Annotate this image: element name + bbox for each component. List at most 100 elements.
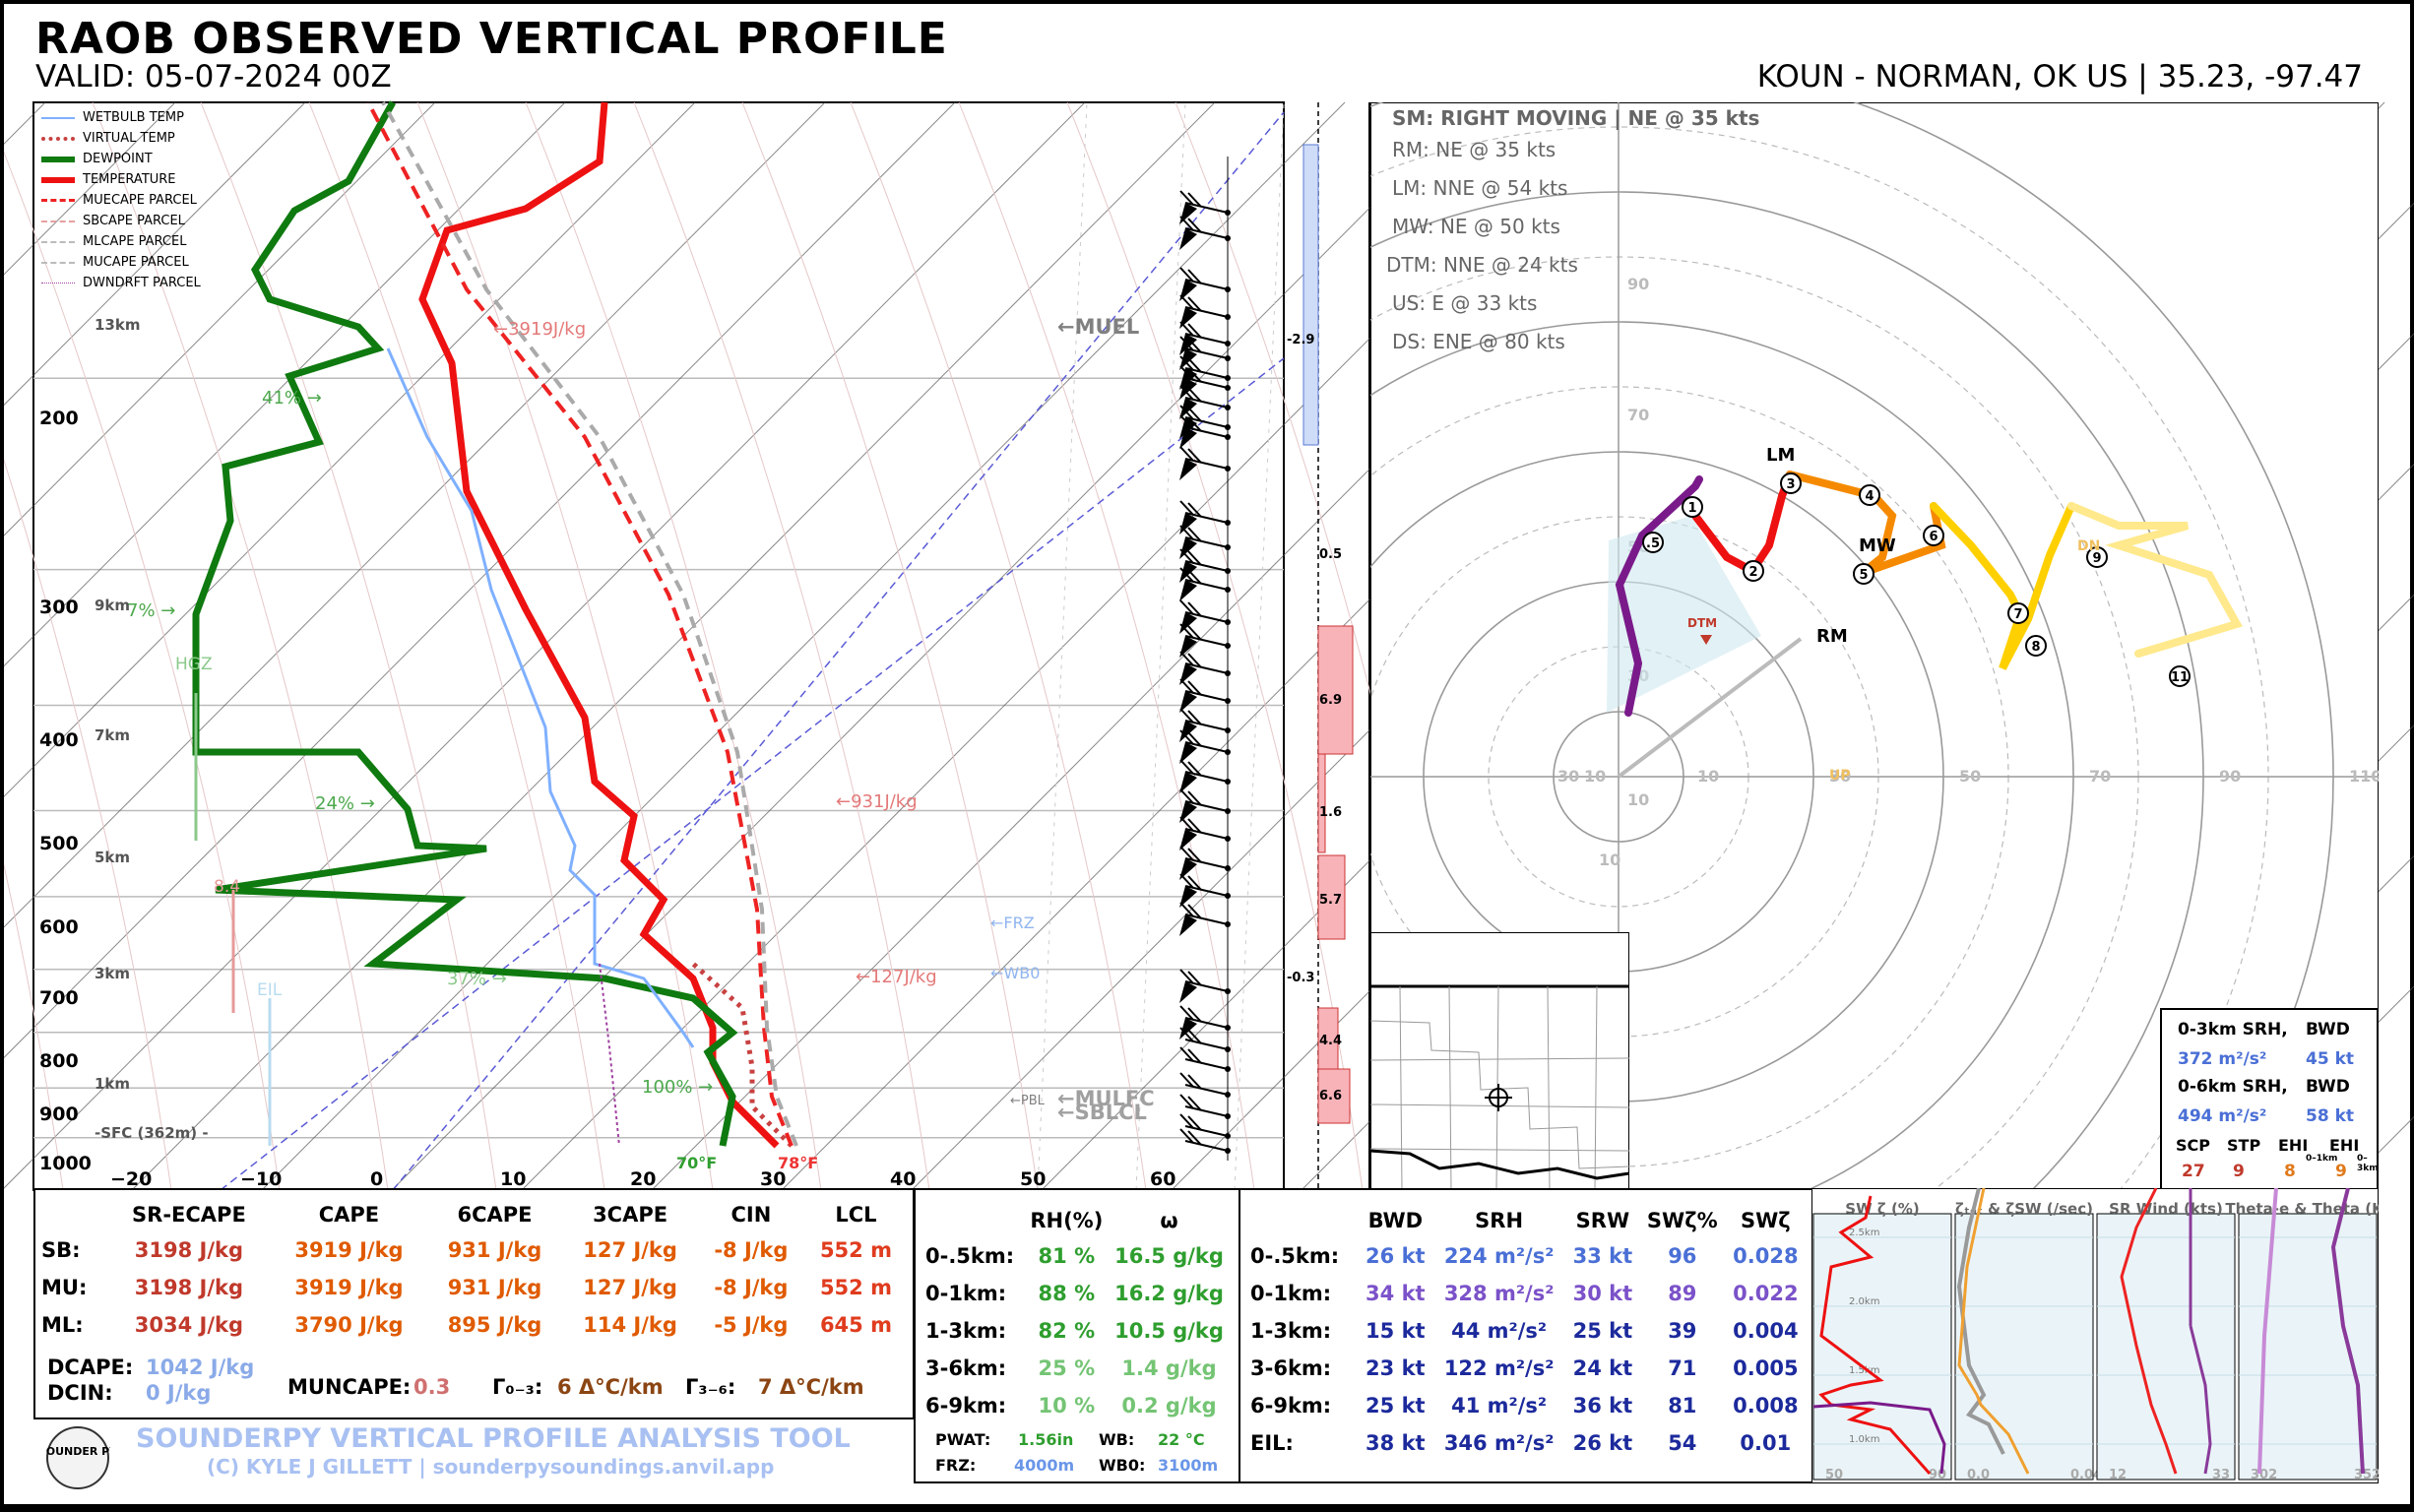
table-cell: 3919 J/kg bbox=[294, 1238, 404, 1262]
table-row: ML: 3034 J/kg 3790 J/kg 895 J/kg 114 J/kg -5 … bbox=[41, 1306, 908, 1344]
table-cell: 122 m²/s² bbox=[1443, 1356, 1555, 1380]
table-cell: 0.004 bbox=[1733, 1319, 1799, 1343]
theta-trace bbox=[2257, 1188, 2278, 1475]
legend-label: MUCAPE PARCEL bbox=[83, 255, 189, 270]
table-header: LCL bbox=[835, 1203, 877, 1227]
sm-lm: LM: NNE @ 54 kts bbox=[1392, 176, 1568, 200]
table-row: 1-3km: 82 % 10.5 g/kg bbox=[925, 1312, 1231, 1350]
moisture-table-panel: RH(%) ω 0-.5km: 81 % 16.5 g/kg 0-1km: 88 % 16.… bbox=[914, 1188, 1240, 1483]
hodo-axis-label: 30 bbox=[1829, 767, 1851, 786]
mini-plot-tick: 352 bbox=[2354, 1468, 2379, 1482]
table-cell: 10 % bbox=[1038, 1394, 1096, 1418]
legend-item: WETBULB TEMP bbox=[41, 107, 214, 128]
dewpoint-trace bbox=[192, 100, 738, 1147]
legend-swatch bbox=[41, 283, 75, 284]
table-cell: 1-3km: bbox=[1250, 1319, 1332, 1343]
legend-item: VIRTUAL TEMP bbox=[41, 128, 214, 149]
lapse-rate-value: 4.4 bbox=[1319, 1034, 1343, 1048]
srh-h2: 0-6km SRH, bbox=[2178, 1077, 2288, 1097]
table-cell: 89 bbox=[1668, 1282, 1697, 1305]
table-cell: 10.5 g/kg bbox=[1114, 1319, 1224, 1343]
table-cell: -5 J/kg bbox=[714, 1313, 789, 1337]
table-cell: 26 kt bbox=[1572, 1431, 1633, 1455]
table-cell: 346 m²/s² bbox=[1443, 1431, 1555, 1455]
table-header bbox=[1250, 1204, 1359, 1237]
temperature-tick: 50 bbox=[1020, 1168, 1047, 1190]
height-label: 13km bbox=[95, 316, 141, 334]
thermo-table: SR-ECAPE CAPE 6CAPE 3CAPE CIN LCL SB: 3198 J/k… bbox=[41, 1198, 908, 1344]
mini-height-label: 2.0km bbox=[1849, 1296, 1879, 1307]
hodo-marker-label: MW bbox=[1859, 536, 1896, 556]
table-cell: 3034 J/kg bbox=[134, 1313, 244, 1337]
table-cell: 96 bbox=[1668, 1244, 1697, 1268]
gamma03-label: Γ₀₋₃: bbox=[492, 1375, 543, 1399]
temperature-trace bbox=[418, 101, 780, 1149]
rh-100-label: 100% → bbox=[642, 1077, 714, 1098]
table-row: 0-1km: 88 % 16.2 g/kg bbox=[925, 1275, 1231, 1312]
table-cell: 41 m²/s² bbox=[1451, 1394, 1548, 1418]
cape-3-label: ←127J/kg bbox=[856, 967, 937, 987]
legend-item: MLCAPE PARCEL bbox=[41, 231, 214, 252]
wb-value: 22 °C bbox=[1158, 1430, 1205, 1449]
svg-text:1: 1 bbox=[1687, 501, 1696, 516]
svg-text:6: 6 bbox=[1929, 530, 1938, 544]
wind-barb bbox=[1179, 1005, 1231, 1040]
svg-text:9: 9 bbox=[2092, 551, 2101, 566]
frz-table-label: FRZ: bbox=[935, 1456, 977, 1475]
table-cell: 931 J/kg bbox=[447, 1276, 542, 1299]
wind-barb bbox=[1179, 567, 1231, 601]
thermo-table-panel: SR-ECAPE CAPE 6CAPE 3CAPE CIN LCL SB: 3198 J/k… bbox=[33, 1188, 915, 1419]
mini-plot-tick: 302 bbox=[2251, 1468, 2277, 1482]
pressure-tick: 400 bbox=[39, 729, 79, 751]
legend-swatch bbox=[41, 136, 75, 141]
sr-wind-trace bbox=[2120, 1188, 2178, 1475]
table-cell: 82 % bbox=[1038, 1319, 1096, 1343]
svg-text:.5: .5 bbox=[1646, 536, 1660, 551]
swz-trace bbox=[1818, 1195, 1932, 1475]
table-cell: ML: bbox=[41, 1313, 84, 1337]
hodo-height-marker: 2 bbox=[1743, 560, 1764, 582]
table-cell: 25 % bbox=[1038, 1356, 1096, 1380]
valid-time: VALID: 05-07-2024 00Z bbox=[35, 59, 392, 94]
mucape-parcel-trace bbox=[366, 101, 794, 1147]
muel-label: ←MUEL bbox=[1057, 315, 1140, 339]
table-cell: 33 kt bbox=[1572, 1244, 1633, 1268]
wb-label: WB: bbox=[1099, 1430, 1135, 1449]
hodo-height-marker: 3 bbox=[1780, 472, 1802, 494]
table-cell: 38 kt bbox=[1366, 1431, 1426, 1455]
table-header: CAPE bbox=[318, 1203, 380, 1227]
skewt-svg bbox=[4, 100, 2414, 1191]
table-header: SWζ% bbox=[1646, 1209, 1718, 1232]
cape-6-label: ←931J/kg bbox=[836, 791, 918, 812]
wind-barb bbox=[1179, 1072, 1231, 1098]
muncape-label: MUNCAPE: bbox=[287, 1375, 412, 1399]
mini-plot-tick: 0.04 bbox=[2070, 1468, 2102, 1482]
mini-plot-title: SR Wind (kts) bbox=[2109, 1200, 2223, 1218]
gamma36-label: Γ₃₋₆: bbox=[685, 1375, 736, 1399]
mini-plot-tick: 12 bbox=[2109, 1468, 2127, 1482]
table-cell: 3198 J/kg bbox=[134, 1238, 244, 1262]
dtm-marker-icon bbox=[1700, 635, 1712, 645]
legend-item: MUCAPE PARCEL bbox=[41, 252, 214, 273]
table-cell: 16.2 g/kg bbox=[1114, 1282, 1224, 1305]
table-cell: 931 J/kg bbox=[447, 1238, 542, 1262]
hodo-axis-label: 30 bbox=[1557, 767, 1579, 786]
wind-barb bbox=[1179, 1094, 1231, 1119]
legend-item: DWNDRFT PARCEL bbox=[41, 273, 214, 293]
legend-label: MUECAPE PARCEL bbox=[83, 193, 197, 208]
muncape-value: 0.3 bbox=[413, 1375, 451, 1399]
sfc-temp-label: 78°F bbox=[778, 1154, 819, 1172]
srh-h1b: BWD bbox=[2306, 1020, 2350, 1040]
logo-text: SOUNDER PY bbox=[45, 1445, 110, 1458]
lapse-rate-value: 0.5 bbox=[1319, 547, 1343, 562]
table-row: EIL: 38 kt 346 m²/s² 26 kt 54 0.01 bbox=[1250, 1424, 1806, 1462]
table-cell: 127 J/kg bbox=[583, 1276, 677, 1299]
table-row: 6-9km: 25 kt 41 m²/s² 36 kt 81 0.008 bbox=[1250, 1387, 1806, 1424]
table-cell: 1-3km: bbox=[925, 1319, 1007, 1343]
table-row: 3-6km: 23 kt 122 m²/s² 24 kt 71 0.005 bbox=[1250, 1350, 1806, 1387]
dcin-label: DCIN: bbox=[47, 1381, 113, 1405]
legend-swatch bbox=[41, 240, 75, 243]
pressure-tick: 500 bbox=[39, 833, 79, 854]
table-cell: 0.01 bbox=[1740, 1431, 1792, 1455]
hodo-axis-label: 50 bbox=[1959, 767, 1981, 786]
